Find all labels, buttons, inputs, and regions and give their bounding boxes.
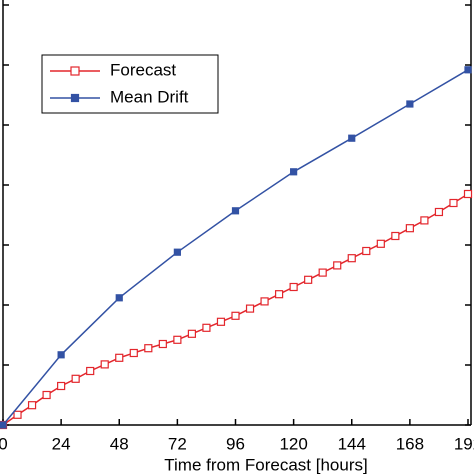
data-point bbox=[86, 366, 95, 376]
x-axis-label: Time from Forecast [hours] bbox=[164, 455, 367, 474]
legend-label: Mean Drift bbox=[110, 87, 189, 106]
legend-marker bbox=[70, 66, 80, 76]
data-point bbox=[100, 360, 109, 369]
x-tick-label: 24 bbox=[52, 434, 71, 453]
data-point bbox=[27, 401, 37, 410]
data-point bbox=[449, 198, 458, 208]
data-point bbox=[231, 311, 240, 320]
data-point bbox=[42, 390, 51, 400]
x-tick-label: 96 bbox=[226, 434, 245, 453]
data-point bbox=[274, 290, 284, 299]
data-point bbox=[376, 239, 385, 248]
x-tick-label: 48 bbox=[110, 434, 129, 453]
data-point bbox=[391, 231, 400, 241]
legend-label: Forecast bbox=[110, 60, 176, 79]
data-point bbox=[187, 329, 197, 338]
x-tick-label: 144 bbox=[338, 434, 366, 453]
data-point bbox=[57, 381, 66, 391]
x-tick-label: 0 bbox=[0, 434, 8, 453]
data-point bbox=[245, 304, 255, 313]
data-point bbox=[202, 323, 211, 332]
series-line bbox=[2, 193, 469, 426]
data-point bbox=[231, 207, 240, 215]
data-point bbox=[362, 246, 371, 256]
data-point bbox=[173, 248, 181, 256]
data-point bbox=[115, 294, 123, 302]
x-tick-label: 168 bbox=[396, 434, 424, 453]
data-point bbox=[71, 374, 80, 383]
data-point bbox=[348, 134, 356, 142]
legend-box bbox=[41, 54, 219, 114]
data-point bbox=[115, 353, 124, 362]
x-tick-label: 72 bbox=[168, 434, 187, 453]
x-tick-label: 120 bbox=[279, 434, 307, 453]
data-point bbox=[57, 351, 65, 359]
data-point bbox=[173, 335, 182, 344]
data-point bbox=[290, 168, 298, 176]
data-point bbox=[260, 297, 269, 306]
data-point bbox=[289, 282, 298, 292]
data-point bbox=[216, 317, 226, 326]
data-point bbox=[158, 339, 167, 349]
data-point bbox=[13, 410, 22, 419]
legend-marker bbox=[70, 93, 80, 103]
data-point bbox=[318, 268, 327, 277]
data-point bbox=[464, 66, 472, 74]
data-point bbox=[0, 421, 7, 429]
data-point bbox=[463, 189, 473, 199]
data-point bbox=[347, 254, 356, 263]
data-point bbox=[144, 344, 153, 353]
data-point bbox=[129, 348, 138, 358]
data-point bbox=[333, 261, 342, 270]
data-point bbox=[406, 100, 414, 108]
x-tick-label: 192 bbox=[454, 434, 474, 453]
series-line bbox=[2, 69, 469, 426]
data-point bbox=[420, 216, 429, 225]
data-point bbox=[405, 224, 414, 233]
data-point bbox=[304, 275, 313, 284]
data-point bbox=[434, 207, 444, 217]
